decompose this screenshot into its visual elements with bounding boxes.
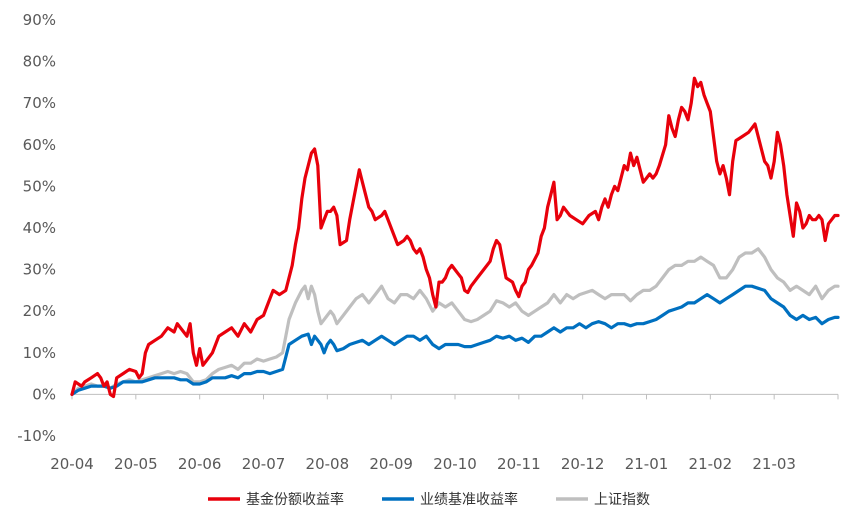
x-axis: 20-04 20-05 20-06 20-07 20-08 20-09 20-10 20-11… [50,393,839,473]
y-tick-label: 0% [32,385,56,403]
x-tick-label: 20-08 [306,455,350,473]
y-tick-label: 80% [23,53,56,71]
x-tick-label: 20-07 [242,455,286,473]
x-tick-label: 20-06 [178,455,222,473]
y-tick-label: 30% [23,261,56,279]
legend: 基金份额收益率 业绩基准收益率 上证指数 [208,491,650,508]
legend-label: 基金份额收益率 [246,491,344,508]
series-line-0 [70,76,840,399]
legend-label: 业绩基准收益率 [420,491,518,508]
y-tick-label: 40% [23,219,56,237]
y-tick-label: 90% [23,11,56,29]
y-tick-label: 70% [23,94,56,112]
y-tick-label: 20% [23,302,56,320]
x-tick-label: 20-04 [50,455,94,473]
x-tick-label: 21-02 [689,455,733,473]
y-axis-ticks: -10% 0% 10% 20% 30% 40% 50% 60% 70% 80% 90% [17,11,56,445]
y-tick-label: 50% [23,177,56,195]
legend-label: 上证指数 [594,492,650,508]
y-tick-label: 60% [23,136,56,154]
y-tick-label: -10% [17,427,56,445]
series-line-1 [70,284,840,396]
x-tick-label: 20-05 [114,455,158,473]
y-tick-label: 10% [23,344,56,362]
x-tick-label: 20-11 [497,455,541,473]
series-lines [70,76,840,399]
x-tick-label: 20-12 [561,455,605,473]
x-tick-label: 20-10 [433,455,477,473]
series-line-2 [70,247,840,396]
x-tick-label: 21-03 [752,455,796,473]
x-tick-label: 21-01 [625,455,669,473]
x-tick-label: 20-09 [369,455,413,473]
